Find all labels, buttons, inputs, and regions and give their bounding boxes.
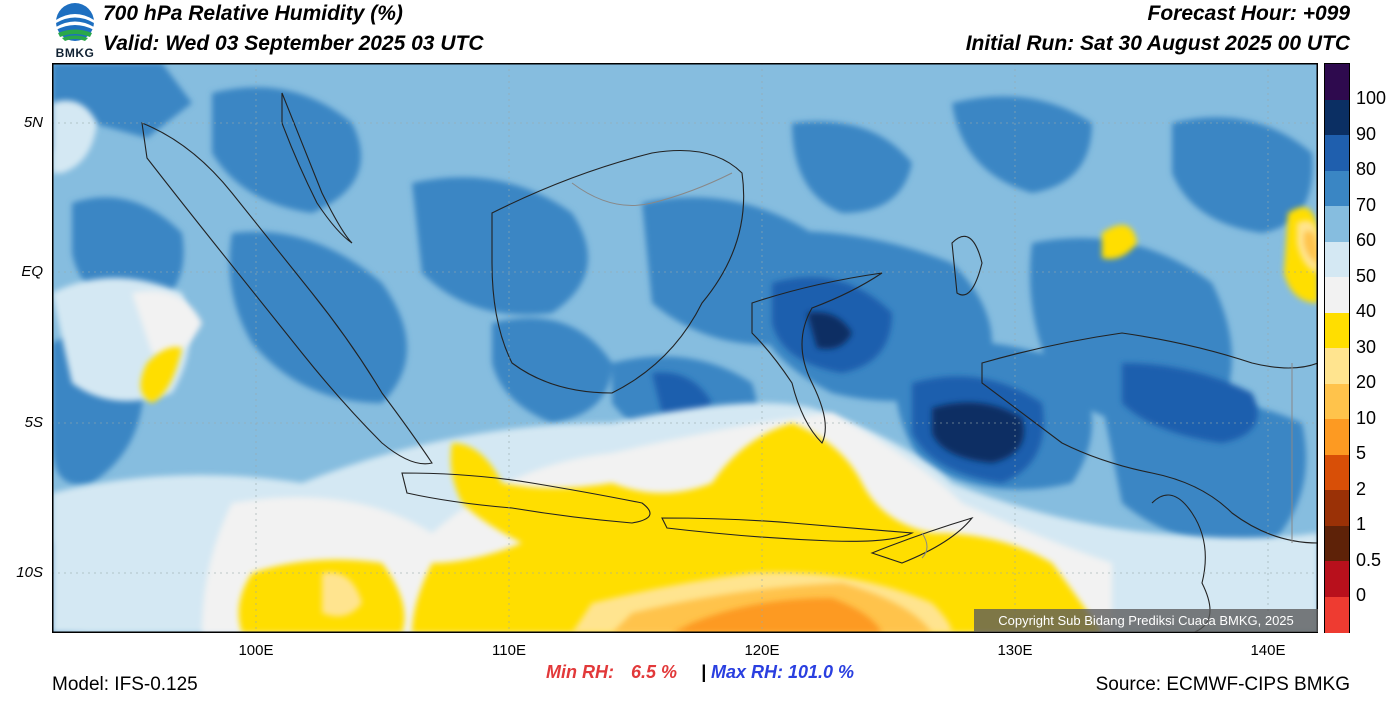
map-title: 700 hPa Relative Humidity (%) (103, 2, 403, 25)
colorbar-label: 5 (1356, 443, 1367, 463)
colorbar-swatch (1325, 99, 1349, 136)
colorbar-swatch (1325, 135, 1349, 171)
copyright-notice: Copyright Sub Bidang Prediksi Cuaca BMKG… (974, 609, 1318, 632)
colorbar-label: 50 (1356, 265, 1377, 286)
forecast-hour: Forecast Hour: +099 (1147, 2, 1351, 25)
colorbar (1324, 63, 1350, 633)
model-label: Model: IFS-0.125 (52, 674, 198, 695)
colorbar-swatch (1325, 454, 1349, 491)
lat-tick-5n: 5N (23, 114, 43, 131)
colorbar-label: 30 (1356, 336, 1377, 357)
colorbar-swatch (1325, 241, 1349, 278)
colorbar-swatch (1325, 348, 1349, 384)
logo-text: BMKG (55, 46, 95, 60)
lat-tick-5s: 5S (24, 414, 43, 431)
min-rh-label: Min RH: (546, 662, 614, 682)
colorbar-label: 10 (1356, 407, 1377, 428)
bmkg-logo-icon (56, 3, 94, 41)
stat-separator: | (701, 662, 707, 682)
colorbar-swatch (1325, 64, 1349, 100)
source-label: Source: ECMWF-CIPS BMKG (1095, 674, 1350, 695)
colorbar-swatch (1325, 419, 1349, 455)
colorbar-swatch (1325, 206, 1349, 242)
colorbar-label: 70 (1356, 194, 1377, 215)
colorbar-swatch (1325, 312, 1349, 349)
humidity-field (52, 63, 1319, 634)
colorbar-label: 0 (1356, 585, 1367, 605)
colorbar-label: 100 (1356, 88, 1387, 108)
colorbar-label: 60 (1356, 230, 1377, 250)
lon-tick-100e: 100E (238, 642, 274, 659)
initial-run: Initial Run: Sat 30 August 2025 00 UTC (965, 32, 1350, 55)
colorbar-label: 90 (1356, 123, 1377, 144)
colorbar-label: 40 (1356, 301, 1377, 321)
lon-tick-120e: 120E (744, 642, 780, 659)
lon-tick-140e: 140E (1250, 642, 1286, 659)
colorbar-swatch (1325, 561, 1349, 597)
lon-tick-130e: 130E (997, 642, 1033, 659)
colorbar-label: 1 (1356, 514, 1367, 534)
lat-tick-10s: 10S (16, 564, 43, 581)
colorbar-label: 2 (1356, 478, 1367, 499)
colorbar-swatch (1325, 596, 1349, 633)
colorbar-label: 20 (1356, 372, 1377, 392)
lat-tick-eq: EQ (21, 263, 43, 280)
min-rh-value: 6.5 % (631, 662, 678, 682)
valid-time: Valid: Wed 03 September 2025 03 UTC (103, 32, 484, 55)
bmkg-logo: BMKG (52, 2, 98, 60)
colorbar-swatch (1325, 490, 1349, 526)
humidity-map (52, 63, 1319, 634)
lon-tick-110e: 110E (492, 642, 526, 659)
max-rh: Max RH: 101.0 % (711, 662, 855, 682)
min-rh: Min RH: 6.5 % (546, 661, 677, 683)
colorbar-label: 80 (1356, 159, 1377, 179)
colorbar-swatch (1325, 170, 1349, 207)
colorbar-label: 0.5 (1356, 549, 1382, 570)
colorbar-swatch (1325, 277, 1349, 313)
colorbar-swatch (1325, 525, 1349, 562)
colorbar-swatch (1325, 383, 1349, 420)
